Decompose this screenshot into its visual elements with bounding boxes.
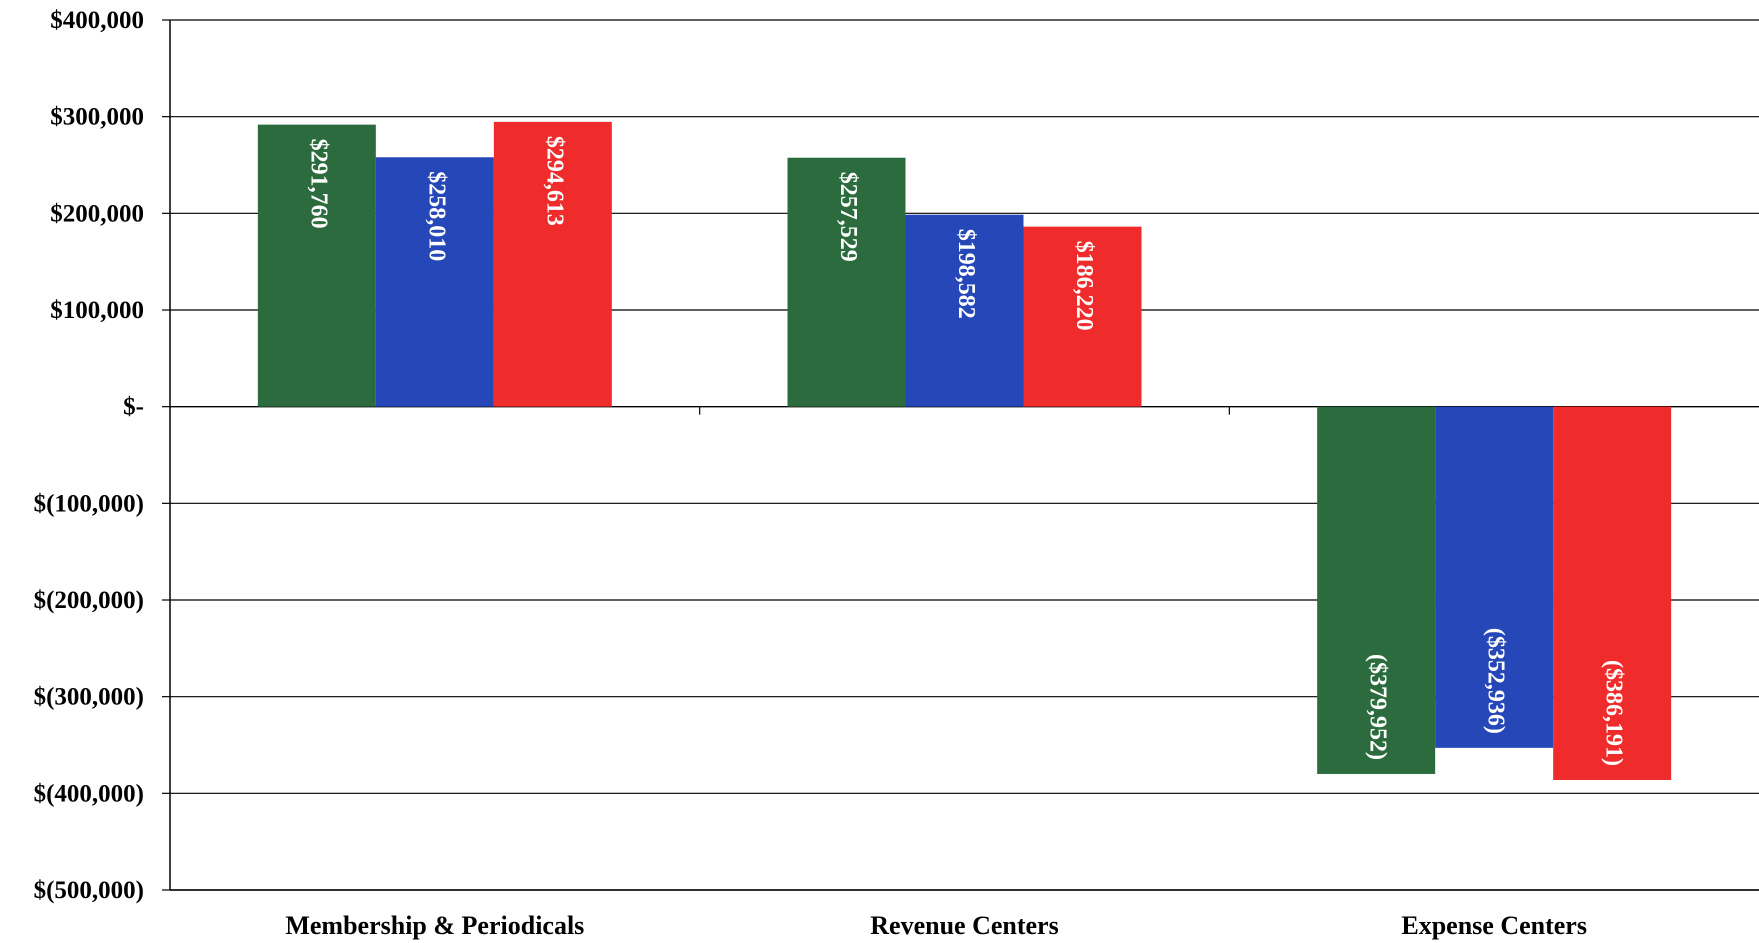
- data-label: $294,613: [541, 136, 567, 226]
- bar: [1435, 406, 1554, 748]
- data-label: ($379,952): [1365, 654, 1391, 760]
- data-label: ($352,936): [1483, 628, 1509, 734]
- y-tick-label: $100,000: [50, 297, 144, 324]
- bar: [375, 157, 494, 407]
- data-label: ($386,191): [1601, 660, 1627, 766]
- bar: [257, 124, 376, 407]
- data-label: $291,760: [305, 139, 331, 229]
- y-tick-label: $400,000: [50, 7, 144, 34]
- y-tick-label: $(500,000): [34, 877, 144, 904]
- data-label: $257,529: [835, 172, 861, 262]
- data-label: $186,220: [1071, 241, 1097, 331]
- x-category-label: Revenue Centers: [870, 911, 1058, 940]
- bar: [1553, 406, 1672, 780]
- bar: [1317, 406, 1436, 774]
- data-label: $258,010: [423, 171, 449, 261]
- y-tick-label: $(200,000): [34, 587, 144, 614]
- y-tick-label: $200,000: [50, 200, 144, 227]
- x-category-label: Expense Centers: [1401, 911, 1587, 940]
- data-label: $198,582: [953, 229, 979, 319]
- y-tick-label: $-: [123, 394, 144, 421]
- y-tick-label: $(100,000): [34, 490, 144, 517]
- bar: [1023, 226, 1142, 407]
- x-category-label: Membership & Periodicals: [285, 911, 584, 940]
- y-tick-label: $(400,000): [34, 780, 144, 807]
- bar: [493, 121, 612, 407]
- y-tick-label: $(300,000): [34, 684, 144, 711]
- y-tick-label: $300,000: [50, 104, 144, 131]
- bar: [787, 157, 906, 407]
- bar: [905, 214, 1024, 407]
